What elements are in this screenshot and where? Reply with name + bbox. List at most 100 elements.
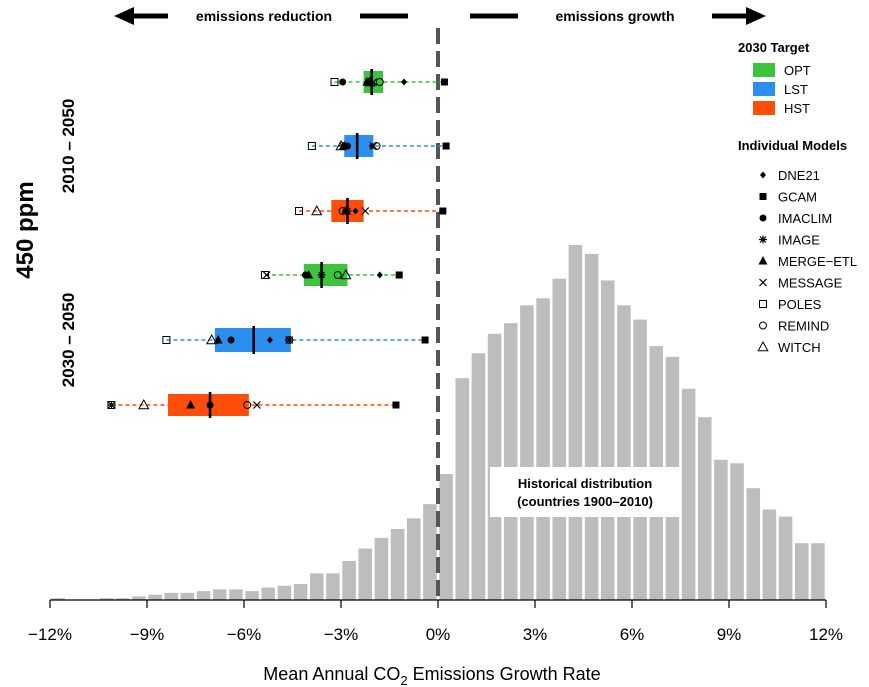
histogram-bar [261,587,276,601]
histogram-bar [584,253,599,601]
legend-models-title: Individual Models [738,138,847,153]
histogram-bar [358,548,373,600]
histogram-bar [164,592,179,600]
model-point-imaclim [339,78,347,86]
model-point-merge-etl [304,270,314,279]
boxplot-2010-2050-opt [330,69,448,95]
x-tick-label: 6% [620,625,645,644]
model-point-poles [294,207,303,215]
period-label-2030: 2030 – 2050 [59,293,78,388]
legend-label-gcam: GCAM [778,190,817,205]
legend-model-entries: DNE21 GCAM IMACLIM IMAGE MERGE−ETL MESSAGE POL… [757,168,857,355]
model-point-witch [340,268,352,280]
legend-label-lst: LST [784,82,808,97]
histogram-bar [681,388,696,600]
model-point-poles [162,336,171,344]
legend-symbol-poles [759,300,767,308]
legend-swatch-hst [753,101,775,115]
legend-symbol-dne21 [760,171,766,179]
boxplot-2030-2050-lst [162,326,429,354]
model-point-dne21 [401,78,408,86]
x-tick-label: −12% [28,625,72,644]
model-point-remind [333,271,342,279]
model-point-poles [330,78,339,86]
histogram-bar [229,589,243,600]
model-point-gcam [442,142,450,150]
boxplot-2030-2050-hst [107,392,400,418]
histogram-bar [277,585,292,600]
legend-label-dne21: DNE21 [778,168,820,183]
boxplot-2010-2050-lst [307,133,450,159]
model-point-dne21 [266,336,273,344]
model-point-remind [243,401,252,409]
legend-label-merge-etl: MERGE−ETL [778,254,857,269]
histogram-bar [697,417,712,600]
model-point-image [317,271,326,279]
model-point-merge-etl [339,141,349,150]
scenario-label: 450 ppm [12,181,39,278]
model-point-gcam [440,78,448,86]
legend-label-opt: OPT [784,63,811,78]
model-point-witch [364,75,376,87]
x-tick-label: −3% [324,625,359,644]
histogram-bar [617,305,631,600]
x-tick-label: −9% [130,625,165,644]
model-point-gcam [392,401,400,409]
legend-label-image: IMAGE [778,233,820,248]
histogram-bar [730,463,744,600]
histogram-bar [115,598,130,601]
legend-symbol-image [759,235,767,244]
histogram-bar [536,298,550,600]
histogram-bar [503,323,518,600]
x-tick-label: −6% [227,625,262,644]
reduction-label: emissions reduction [196,8,332,24]
histogram-bar [568,245,583,600]
box [303,264,348,286]
model-point-gcam [395,271,403,279]
boxplot-2010-2050-hst [294,198,447,224]
x-tick-label: 3% [523,625,548,644]
legend-label-imaclim: IMACLIM [778,211,832,226]
histogram-bar [245,591,259,601]
legend-label-witch: WITCH [778,340,821,355]
historical-label-box [490,467,680,517]
model-point-witch [311,204,323,216]
histogram-bar [600,280,615,600]
legend-target-title: 2030 Target [738,40,810,55]
legend-label-hst: HST [784,101,810,116]
model-point-remind [372,142,381,150]
model-point-message [253,401,261,409]
histogram-bar [180,592,195,600]
model-point-poles [307,142,316,150]
model-point-message [262,271,271,279]
model-point-dne21 [352,207,359,215]
histogram-bar [196,591,211,601]
model-point-witch [335,139,347,151]
growth-label: emissions growth [555,8,674,24]
model-point-poles [107,401,116,409]
histogram-bar [212,589,227,600]
model-point-dne21 [376,271,383,279]
histogram-bar [374,537,389,600]
historical-label-line2: (countries 1900–2010) [517,494,653,509]
legend-label-remind: REMIND [778,319,829,334]
legend-symbol-gcam [759,193,767,200]
legend-swatch-lst [753,82,775,96]
histogram-bar [746,488,761,601]
legend-symbol-imaclim [759,214,767,222]
histogram-bar [406,518,421,600]
histogram-bar [309,573,324,601]
histogram-bar [390,529,405,600]
model-point-message [361,207,370,215]
histogram-bar [471,353,486,600]
period-label-2010: 2010 – 2050 [59,99,78,194]
histogram-bar [148,594,162,600]
histogram-bar [51,598,65,601]
histogram-bar [714,459,728,600]
legend-label-message: MESSAGE [778,276,843,291]
histogram-bar [455,378,470,601]
histogram-bar [423,504,437,600]
boxplot-2030-2050-opt [261,262,403,288]
legend-symbol-witch [757,340,769,352]
